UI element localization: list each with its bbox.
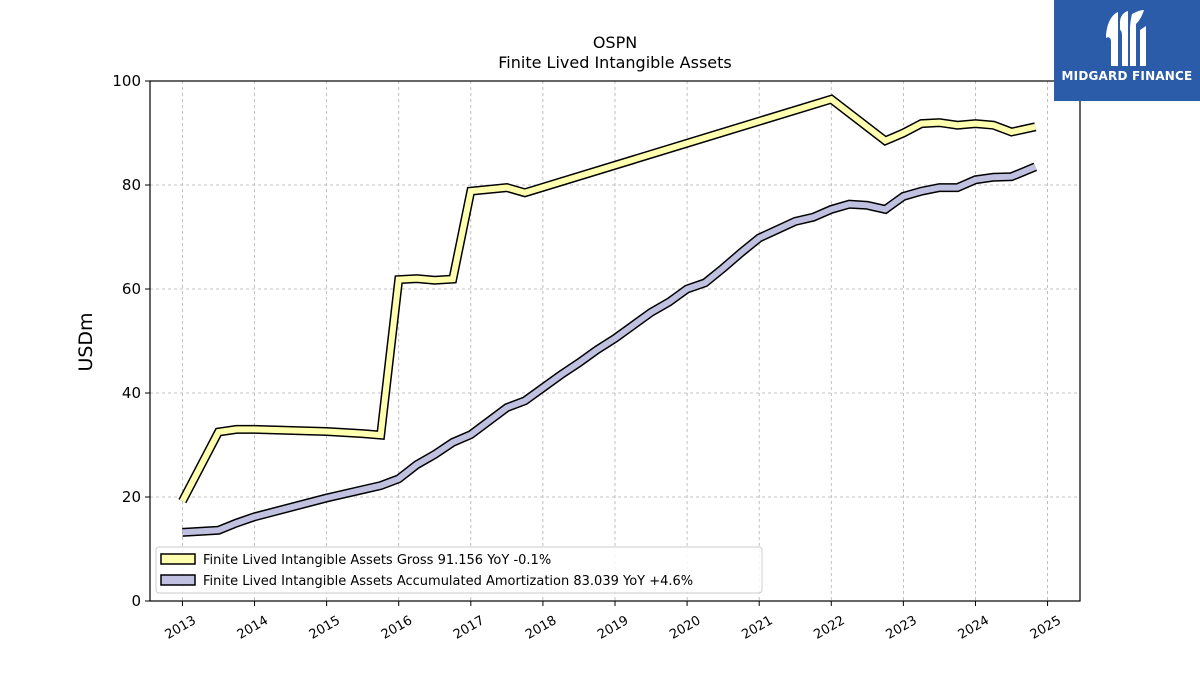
y-tick-label: 40 — [122, 384, 141, 402]
y-axis-label: USDm — [75, 312, 97, 371]
series-1-outline — [178, 94, 1037, 504]
legend-label-1: Finite Lived Intangible Assets Gross 91.… — [203, 553, 551, 568]
series-2-line — [182, 164, 1037, 536]
legend-box — [155, 546, 763, 594]
x-tick-label: 2019 — [595, 613, 631, 643]
chart-subtitle: Finite Lived Intangible Assets — [498, 53, 731, 72]
x-tick-label: 2013 — [163, 613, 199, 643]
brand-logo: MIDGARD FINANCE — [1054, 0, 1200, 101]
x-tick-label: 2023 — [884, 613, 920, 643]
legend-swatch-2 — [160, 574, 196, 586]
logo-mark-icon — [1106, 10, 1146, 66]
legend: Finite Lived Intangible Assets Gross 91.… — [155, 546, 763, 594]
y-tick-label: 100 — [112, 72, 141, 90]
y-tick-label: 60 — [122, 280, 141, 298]
x-tick-label: 2022 — [811, 613, 847, 643]
x-tick-label: 2024 — [956, 613, 992, 643]
brand-name: MIDGARD FINANCE — [1061, 69, 1193, 83]
x-tick-label: 2018 — [523, 613, 559, 643]
series-2-outline — [182, 162, 1038, 537]
y-tick-label: 0 — [131, 592, 141, 610]
series-layer — [178, 94, 1038, 537]
x-tick-label: 2016 — [379, 613, 415, 643]
x-tick-label: 2020 — [667, 613, 703, 643]
x-tick-label: 2015 — [307, 613, 343, 643]
legend-swatch-1 — [160, 553, 196, 565]
y-tick-label: 20 — [122, 488, 141, 506]
chart-title: OSPN — [593, 33, 637, 52]
x-tick-label: 2017 — [451, 613, 487, 643]
x-tick-label: 2025 — [1028, 613, 1064, 643]
x-tick-label: 2014 — [235, 613, 271, 643]
legend-label-2: Finite Lived Intangible Assets Accumulat… — [203, 574, 693, 589]
y-tick-label: 80 — [122, 176, 141, 194]
x-tick-label: 2021 — [739, 613, 775, 643]
series-1-line — [179, 95, 1036, 503]
